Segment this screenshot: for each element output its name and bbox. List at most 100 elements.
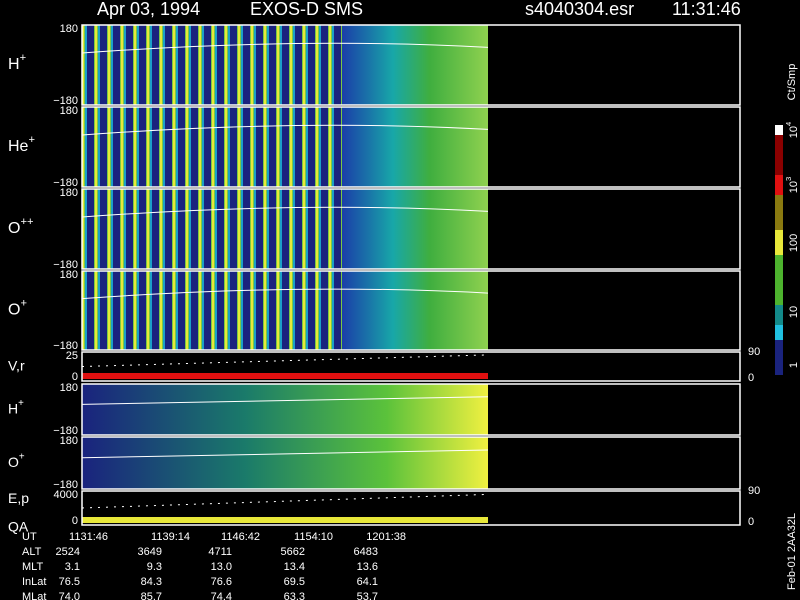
cell: 53.7 — [357, 591, 378, 600]
y2-tick-label: 90 — [748, 346, 760, 358]
cell: 63.3 — [284, 591, 305, 600]
y-tick-label: 180 — [60, 435, 78, 447]
panel-label: He+ — [8, 134, 35, 155]
y-tick-label: −180 — [53, 259, 78, 271]
colorbar-tick-label-base: 10 — [788, 126, 800, 138]
row-label: ALT — [22, 546, 42, 558]
colorbar-tick-label-sup: 4 — [784, 121, 793, 126]
y-tick-label: −180 — [53, 95, 78, 107]
y-tick-label: −180 — [53, 340, 78, 352]
spectrogram — [82, 25, 342, 105]
row-label: InLat — [22, 576, 46, 588]
cell: 76.5 — [59, 576, 80, 588]
y-tick-label: 180 — [60, 382, 78, 394]
colorbar-title: Ct/Smp — [786, 64, 798, 101]
panel-label-base: H — [8, 400, 18, 416]
panel-frame — [81, 24, 741, 106]
spectrogram — [82, 271, 342, 350]
panel-label-sup: ++ — [20, 216, 33, 228]
cell: 1201:38 — [366, 531, 406, 543]
panel-label-base: He — [8, 138, 29, 155]
panel-label-base: H — [8, 56, 20, 73]
trace — [81, 42, 489, 54]
spectrogram — [342, 107, 488, 187]
cell: 74.4 — [211, 591, 232, 600]
colorbar-tick-label: 103 — [784, 177, 800, 194]
strip — [82, 517, 488, 523]
panel-frame — [81, 106, 741, 188]
cell: 5662 — [281, 546, 305, 558]
row-label: MLat — [22, 591, 46, 600]
panel-label: O+ — [8, 297, 27, 318]
panel-label: H+ — [8, 52, 26, 73]
spectrogram — [82, 384, 488, 435]
colorbar-tick-label-sup: 3 — [784, 177, 793, 181]
trace — [81, 124, 489, 136]
cell: 76.6 — [211, 576, 232, 588]
trace — [81, 493, 489, 509]
cell: 1131:46 — [69, 531, 108, 543]
y2-tick-label: 0 — [748, 516, 754, 528]
panel-frame — [81, 383, 741, 436]
panel-label-sup: + — [20, 297, 27, 309]
date: Apr 03, 1994 — [97, 0, 200, 19]
trace — [81, 396, 489, 405]
panel-label: QA — [8, 519, 29, 535]
spectrogram — [82, 107, 342, 187]
panel-frame — [81, 490, 741, 526]
cell: 64.1 — [357, 576, 378, 588]
cell: 69.5 — [284, 576, 305, 588]
footer-note: Feb-01 2AA32L — [786, 513, 798, 590]
y-tick-label: 180 — [60, 269, 78, 281]
panel-frame — [81, 270, 741, 351]
cell: 13.0 — [211, 561, 232, 573]
colorbar-tick-label: 104 — [784, 121, 800, 138]
trace — [81, 354, 489, 367]
panel-frame — [81, 188, 741, 270]
y-tick-label: −180 — [53, 425, 78, 437]
spectrogram — [342, 271, 488, 350]
y-tick-label: 180 — [60, 187, 78, 199]
cell: 9.3 — [147, 561, 162, 573]
y-tick-label: −180 — [53, 177, 78, 189]
spectrogram — [342, 189, 488, 269]
y2-tick-label: 0 — [748, 372, 754, 384]
instrument: EXOS-D SMS — [250, 0, 363, 19]
colorbar-tick-label-base: 1 — [788, 362, 800, 368]
trace — [81, 449, 489, 459]
colorbar-tick-label: 1 — [788, 362, 800, 368]
y-tick-label: 180 — [60, 23, 78, 35]
y-tick-label: 0 — [72, 515, 78, 527]
y-tick-label: −180 — [53, 479, 78, 491]
panel-label-base: O — [8, 454, 19, 470]
cell: 13.6 — [357, 561, 378, 573]
colorbar-tick-label: 100 — [788, 234, 800, 252]
row-label: UT — [22, 531, 37, 543]
panel-label-sup: + — [28, 134, 35, 146]
panel-label-base: E,p — [8, 490, 29, 506]
panel-label: O++ — [8, 216, 34, 237]
colorbar-tick-label: 10 — [788, 306, 800, 318]
cell: 2524 — [56, 546, 80, 558]
panel-frame — [81, 436, 741, 490]
cell: 3.1 — [65, 561, 80, 573]
panel-label-base: V,r — [8, 357, 25, 373]
trace — [81, 288, 489, 300]
y2-tick-label: 90 — [748, 485, 760, 497]
colorbar-tick-label-base: 10 — [788, 181, 800, 193]
time: 11:31:46 — [672, 0, 741, 19]
y-tick-label: 25 — [66, 350, 78, 362]
trace — [81, 206, 489, 218]
row-label: MLT — [22, 561, 43, 573]
spectrogram — [82, 437, 488, 489]
cell: 1146:42 — [221, 531, 260, 543]
y-tick-label: 180 — [60, 105, 78, 117]
panel-label: H+ — [8, 398, 24, 416]
strip — [82, 373, 488, 379]
panel-label-base: O — [8, 220, 20, 237]
cell: 74.0 — [59, 591, 80, 600]
cell: 6483 — [354, 546, 378, 558]
cell: 85.7 — [141, 591, 162, 600]
panel-label: V,r — [8, 357, 25, 373]
